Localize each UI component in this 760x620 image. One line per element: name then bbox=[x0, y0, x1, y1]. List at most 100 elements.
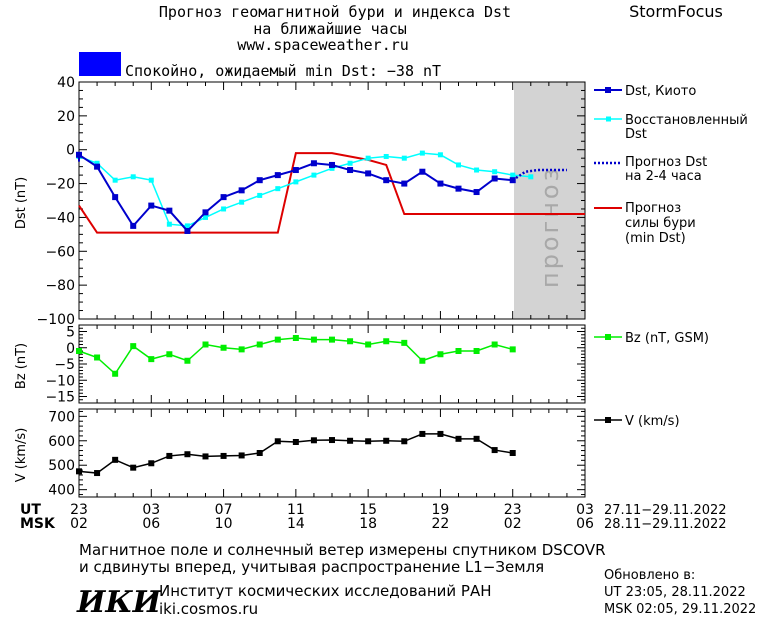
dst-x-axis bbox=[78, 82, 586, 319]
solar-wind-speed-point bbox=[509, 450, 516, 456]
legend-restored-label-1: Восстановленный bbox=[625, 113, 748, 128]
ut-tick-label: 23 bbox=[504, 502, 522, 518]
dst-y-tick-label: −80 bbox=[45, 278, 75, 294]
institute-site[interactable]: iki.cosmos.ru bbox=[159, 600, 258, 618]
dst-kyoto-point bbox=[220, 194, 227, 201]
bz-point bbox=[256, 341, 263, 348]
dst-kyoto-point bbox=[112, 194, 119, 201]
solar-wind-speed-point bbox=[112, 456, 119, 463]
footer-note-2: и сдвинуты вперед, учитывая распростране… bbox=[79, 558, 544, 576]
bz-point bbox=[455, 348, 462, 354]
bz-y-tick-label: −5 bbox=[54, 357, 75, 373]
solar-wind-speed-point bbox=[148, 460, 155, 467]
solar-wind-speed-point bbox=[419, 430, 426, 437]
dst-series-group bbox=[76, 150, 585, 234]
restored-dst-point bbox=[510, 172, 516, 178]
solar-wind-speed-point bbox=[383, 437, 390, 444]
v-y-label: V (km/s) bbox=[14, 428, 29, 483]
restored-dst-point bbox=[130, 174, 136, 180]
dst-y-tick-label: −100 bbox=[37, 312, 75, 328]
v-y-tick-label: 500 bbox=[48, 458, 75, 474]
status-text: Спокойно, ожидаемый min Dst: −38 nT bbox=[125, 62, 441, 80]
legend-v-label: V (km/s) bbox=[625, 414, 680, 429]
bz-point bbox=[76, 348, 82, 354]
solar-wind-speed-point bbox=[202, 453, 209, 460]
solar-wind-speed-point bbox=[347, 437, 354, 444]
restored-dst-point bbox=[347, 160, 353, 166]
restored-dst-point bbox=[311, 172, 317, 178]
v-y-tick-label: 600 bbox=[48, 434, 75, 450]
solar-wind-speed-point bbox=[329, 437, 335, 444]
bz-point bbox=[220, 344, 227, 351]
legend-bz-label: Bz (nT, GSM) bbox=[625, 331, 709, 346]
legend-v-marker bbox=[605, 417, 611, 423]
bz-point bbox=[347, 338, 354, 345]
solar-wind-speed-point bbox=[220, 452, 227, 459]
dst-kyoto-point bbox=[76, 151, 82, 158]
solar-wind-speed-point bbox=[455, 435, 462, 442]
bz-y-axis: 50−5−10−15 bbox=[45, 324, 585, 406]
solar-wind-speed-point bbox=[365, 438, 372, 445]
forecast-band bbox=[514, 82, 585, 319]
bz-point bbox=[112, 370, 119, 377]
restored-dst-point bbox=[239, 199, 245, 205]
bz-point bbox=[274, 336, 281, 343]
bz-point bbox=[473, 348, 480, 354]
bz-point bbox=[166, 351, 173, 358]
msk-tick-label: 06 bbox=[576, 516, 594, 532]
dst-kyoto-point bbox=[419, 168, 426, 175]
solar-wind-speed-point bbox=[166, 452, 173, 459]
bz-point bbox=[238, 346, 245, 353]
bz-point bbox=[491, 341, 498, 348]
dst-y-tick-label: 40 bbox=[57, 75, 75, 91]
dst-y-tick-label: 0 bbox=[66, 143, 75, 159]
dst-kyoto-point bbox=[130, 222, 137, 229]
msk-tick-label: 02 bbox=[504, 516, 522, 532]
legend-restored-label-2: Dst bbox=[625, 127, 647, 142]
restored-dst-point bbox=[329, 165, 335, 171]
dst-kyoto-point bbox=[365, 170, 372, 177]
ut-tick-label: 15 bbox=[359, 502, 377, 518]
website-url[interactable]: www.spaceweather.ru bbox=[237, 36, 409, 54]
bz-point bbox=[329, 336, 335, 343]
ut-tick-label: 03 bbox=[142, 502, 160, 518]
restored-dst-point bbox=[474, 167, 480, 173]
bz-point bbox=[383, 338, 390, 345]
bz-y-tick-label: 5 bbox=[66, 325, 75, 341]
bz-point bbox=[292, 335, 299, 341]
legend-storm-label-3: (min Dst) bbox=[625, 231, 686, 246]
ut-tick-labels: 23 03 07 11 15 19 23 03 bbox=[70, 502, 594, 518]
legend-bz: Bz (nT, GSM) bbox=[594, 331, 709, 346]
legend-forecast-label-1: Прогноз Dst bbox=[625, 155, 707, 170]
footer-note-1: Магнитное поле и солнечный ветер измерен… bbox=[79, 541, 606, 559]
dst-kyoto-point bbox=[238, 187, 245, 194]
bz-y-tick-label: 0 bbox=[66, 341, 75, 357]
bz-x-axis bbox=[78, 325, 586, 403]
solar-wind-speed-point bbox=[437, 430, 444, 437]
v-y-tick-label: 700 bbox=[48, 409, 75, 425]
bz-point bbox=[401, 339, 408, 346]
msk-axis-label: MSK bbox=[20, 516, 56, 532]
bz-point bbox=[310, 336, 317, 343]
solar-wind-speed-point bbox=[274, 438, 281, 445]
legend-dst-marker bbox=[605, 87, 611, 93]
msk-tick-label: 18 bbox=[359, 516, 377, 532]
v-panel: 700 600 500 400 V (km/s) bbox=[14, 408, 586, 499]
dst-kyoto-point bbox=[166, 207, 173, 214]
bz-y-tick-label: −15 bbox=[45, 390, 75, 406]
bz-point bbox=[419, 357, 426, 364]
dst-kyoto-point bbox=[455, 185, 462, 192]
bz-series-group bbox=[76, 335, 516, 377]
ut-tick-label: 19 bbox=[432, 502, 450, 518]
bz-line bbox=[78, 337, 513, 375]
msk-tick-label: 06 bbox=[142, 516, 160, 532]
dst-kyoto-point bbox=[401, 180, 408, 187]
solar-wind-speed-point bbox=[310, 437, 317, 444]
dst-y-tick-label: 20 bbox=[57, 109, 75, 125]
solar-wind-speed-point bbox=[130, 464, 137, 471]
updated-ut: UT 23:05, 28.11.2022 bbox=[604, 585, 746, 600]
dst-kyoto-point bbox=[148, 202, 155, 209]
dst-kyoto-point bbox=[347, 167, 354, 174]
dst-y-tick-label: −20 bbox=[45, 177, 75, 193]
legend-restored-marker bbox=[606, 116, 611, 122]
